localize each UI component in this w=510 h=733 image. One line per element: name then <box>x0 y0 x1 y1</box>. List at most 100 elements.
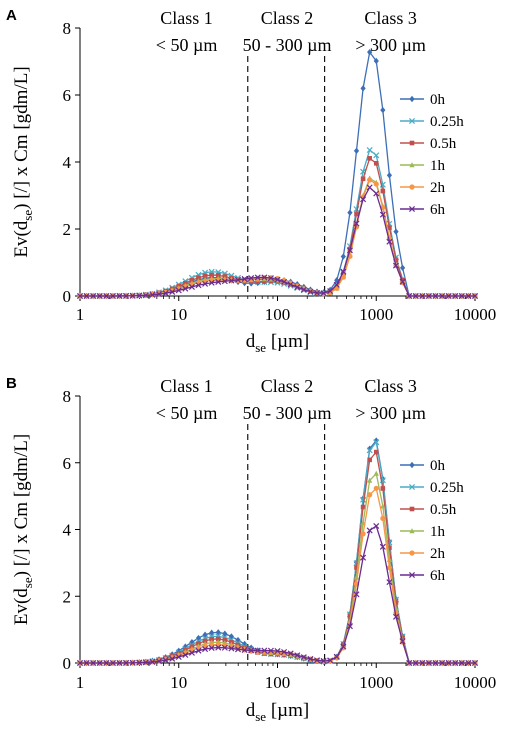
data-point <box>209 629 215 636</box>
data-point <box>248 647 255 654</box>
data-point <box>287 281 294 288</box>
y-tick-label: 8 <box>63 19 72 38</box>
data-point <box>248 275 255 282</box>
data-point <box>83 659 90 667</box>
data-point <box>287 650 294 657</box>
series-line <box>80 50 475 297</box>
data-point <box>281 648 288 656</box>
data-point <box>432 292 439 300</box>
data-point <box>412 292 419 300</box>
data-point <box>360 196 367 203</box>
legend-item: 2h <box>400 546 446 562</box>
data-point <box>300 286 307 293</box>
data-point <box>399 638 406 645</box>
data-point <box>387 545 392 551</box>
legend-item: 6h <box>400 202 446 218</box>
data-point <box>387 225 392 231</box>
legend-marker <box>409 506 415 512</box>
data-point <box>274 276 281 283</box>
data-point <box>367 477 373 483</box>
data-point <box>234 646 242 653</box>
legend-label: 0.25h <box>430 480 464 496</box>
data-point <box>327 288 334 295</box>
data-point <box>129 292 136 299</box>
data-point <box>155 658 163 665</box>
series-0.25h <box>76 146 479 300</box>
legend-label: 2h <box>430 180 446 196</box>
data-point <box>367 156 372 161</box>
data-point <box>360 504 366 510</box>
data-point <box>419 292 426 300</box>
data-point <box>90 292 97 300</box>
data-point <box>393 257 399 262</box>
data-point <box>425 292 432 300</box>
data-point <box>439 659 446 667</box>
data-point <box>215 278 222 285</box>
data-point <box>175 654 182 661</box>
data-point <box>386 579 393 586</box>
data-point <box>386 172 393 179</box>
data-point <box>386 565 393 571</box>
data-point <box>228 277 235 284</box>
data-point <box>333 281 340 288</box>
class-label-name: Class 1 <box>160 8 213 28</box>
data-point <box>195 282 202 289</box>
data-point <box>445 659 452 667</box>
data-point <box>340 253 346 260</box>
series-1h <box>77 470 478 666</box>
data-point <box>346 623 353 630</box>
data-point <box>373 439 380 446</box>
x-tick-label: 10 <box>170 305 187 324</box>
data-point <box>341 271 346 277</box>
data-point <box>419 659 426 667</box>
data-point <box>294 652 301 659</box>
data-point <box>155 291 163 298</box>
data-point <box>380 188 386 194</box>
legend-marker <box>409 184 415 190</box>
legend-item: 0h <box>400 458 446 474</box>
data-point <box>373 190 380 197</box>
data-point <box>109 659 116 667</box>
data-point <box>354 211 359 217</box>
data-point <box>254 647 261 654</box>
data-point <box>471 292 479 300</box>
class-label-name: Class 2 <box>261 8 314 28</box>
data-point <box>373 160 379 166</box>
data-point <box>109 292 116 300</box>
data-point <box>241 647 248 654</box>
data-point <box>188 649 195 656</box>
data-point <box>353 220 360 227</box>
legend-label: 2h <box>430 546 446 562</box>
data-point <box>386 220 393 227</box>
data-point <box>373 485 379 491</box>
legend-item: 0.5h <box>400 136 457 152</box>
data-point <box>129 659 136 666</box>
data-point <box>406 292 413 300</box>
data-point <box>255 279 261 284</box>
data-point <box>136 659 143 666</box>
x-axis-label: dse [µm] <box>246 700 309 724</box>
data-point <box>366 146 373 154</box>
y-tick-label: 0 <box>63 287 72 306</box>
y-tick-label: 8 <box>63 387 72 406</box>
data-point <box>445 292 452 300</box>
series-line <box>80 157 475 297</box>
data-point <box>452 659 459 667</box>
legend-item: 1h <box>400 158 446 174</box>
data-point <box>196 275 201 281</box>
series-line <box>80 439 475 664</box>
series-0h <box>77 48 478 300</box>
data-point <box>334 285 340 291</box>
data-point <box>96 659 103 667</box>
data-point <box>215 636 221 642</box>
data-point <box>366 527 373 534</box>
x-tick-label: 1000 <box>359 673 393 692</box>
data-point <box>366 184 373 191</box>
legend-item: 0.5h <box>400 502 457 518</box>
data-point <box>162 657 169 664</box>
data-point <box>412 659 419 667</box>
data-point <box>261 274 268 281</box>
data-point <box>373 522 380 530</box>
data-point <box>90 659 97 667</box>
data-point <box>202 631 208 638</box>
